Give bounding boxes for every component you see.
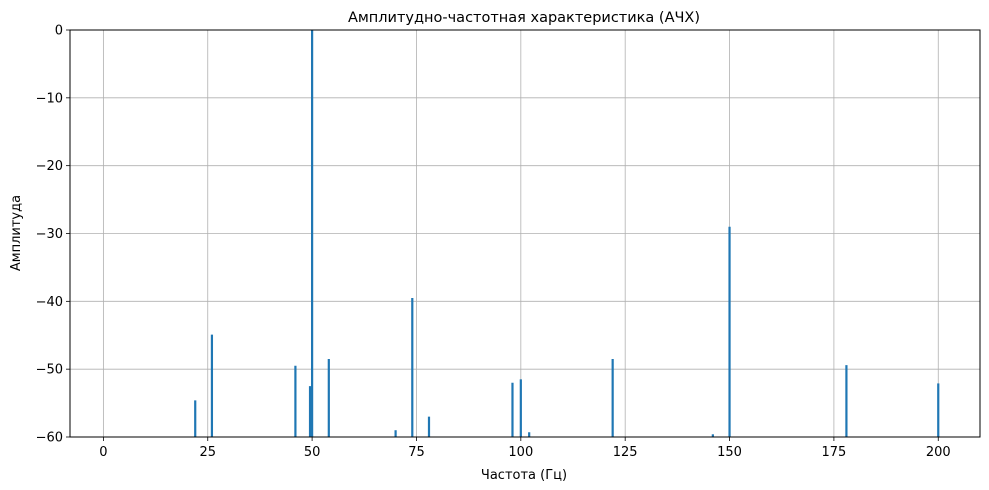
x-tick-label: 175	[821, 445, 846, 460]
x-tick-label: 125	[613, 445, 638, 460]
x-tick-label: 150	[717, 445, 742, 460]
y-tick-label: −40	[36, 295, 63, 310]
x-tick-label: 50	[304, 445, 321, 460]
y-tick-label: −10	[36, 91, 63, 106]
x-axis-ticks: 0 25 50 75 100 125 150 175 200	[99, 437, 951, 460]
series-line	[194, 30, 940, 437]
x-tick-label: 25	[199, 445, 216, 460]
x-axis-label: Частота (Гц)	[481, 468, 567, 483]
x-tick-label: 0	[99, 445, 107, 460]
grid	[70, 29, 980, 438]
x-tick-label: 75	[408, 445, 425, 460]
y-tick-label: −20	[36, 159, 63, 174]
y-tick-label: 0	[55, 24, 63, 39]
y-axis-ticks: 0 −10 −20 −30 −40 −50 −60	[36, 24, 70, 446]
x-tick-label: 100	[508, 445, 533, 460]
y-tick-label: −30	[36, 227, 63, 242]
y-axis-label: Амплитуда	[9, 195, 24, 271]
x-tick-label: 200	[926, 445, 951, 460]
y-tick-label: −60	[36, 431, 63, 446]
y-tick-label: −50	[36, 363, 63, 378]
chart-title: Амплитудно-частотная характеристика (АЧХ…	[348, 10, 700, 26]
